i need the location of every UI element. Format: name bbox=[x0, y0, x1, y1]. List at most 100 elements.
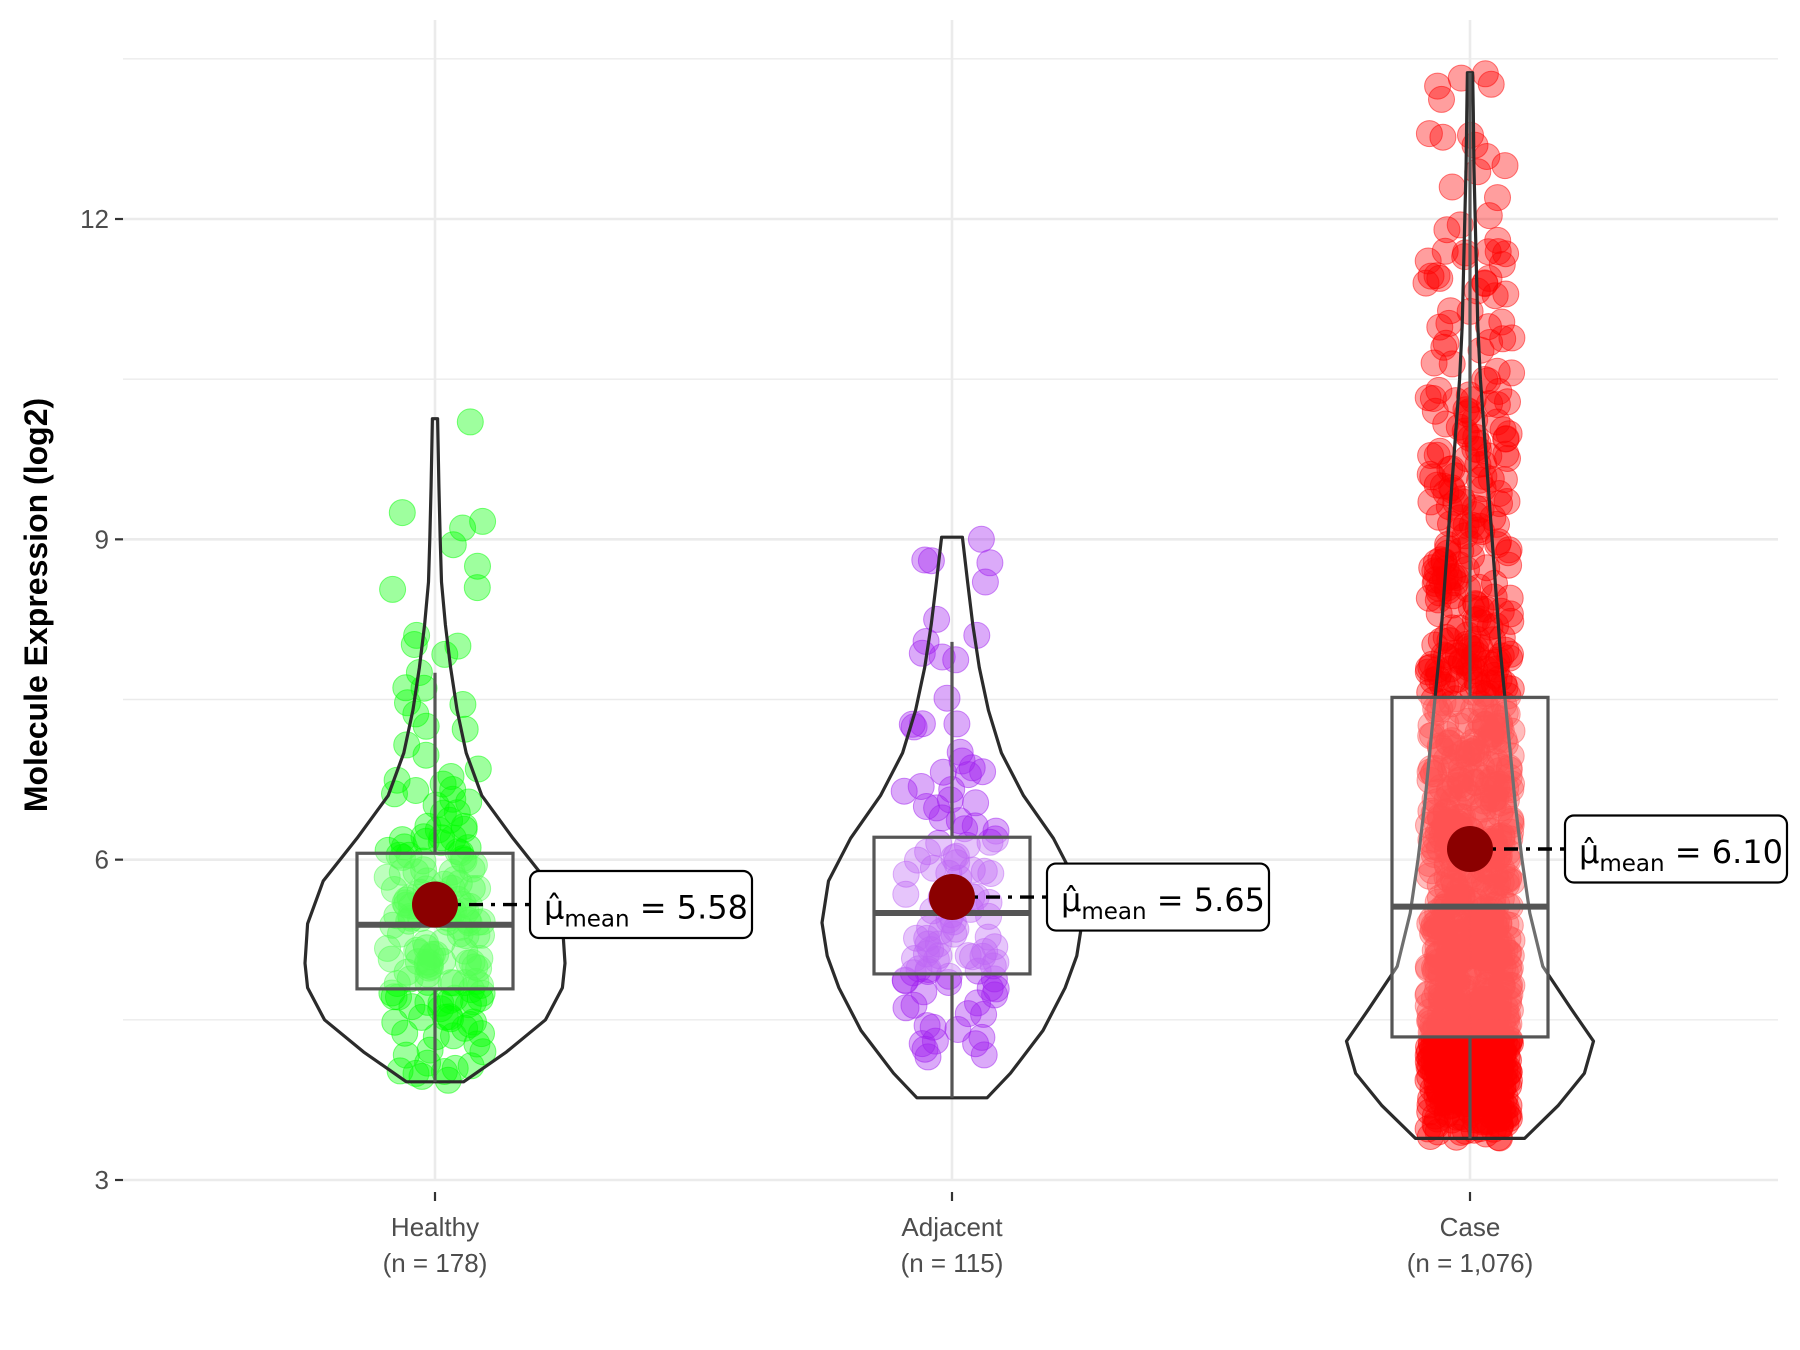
data-point bbox=[953, 831, 981, 859]
data-point bbox=[451, 715, 479, 743]
x-tick-count: (n = 1,076) bbox=[1407, 1248, 1533, 1278]
mean-subscript: mean bbox=[564, 907, 629, 933]
data-point bbox=[392, 1041, 420, 1069]
data-point bbox=[444, 632, 472, 660]
data-point bbox=[914, 956, 942, 983]
data-point bbox=[1491, 152, 1519, 180]
mean-value: = 5.65 bbox=[1147, 881, 1265, 919]
data-point bbox=[443, 799, 471, 827]
data-point bbox=[1426, 313, 1454, 341]
mean-label: μ̂mean = 5.65 bbox=[1045, 862, 1271, 932]
data-point bbox=[919, 1013, 947, 1041]
data-point bbox=[942, 646, 970, 674]
data-point bbox=[1476, 329, 1504, 356]
data-point bbox=[1495, 536, 1523, 564]
data-point bbox=[1467, 595, 1495, 623]
data-point bbox=[890, 777, 918, 805]
data-point bbox=[392, 674, 420, 702]
data-point bbox=[1483, 1080, 1510, 1108]
data-point bbox=[923, 605, 951, 633]
data-point bbox=[971, 568, 999, 596]
data-point bbox=[977, 860, 1005, 887]
data-point bbox=[1429, 123, 1457, 151]
data-point bbox=[1492, 425, 1520, 453]
data-point bbox=[1438, 173, 1466, 201]
data-point bbox=[412, 712, 440, 740]
data-point bbox=[892, 860, 920, 888]
data-point bbox=[412, 929, 440, 957]
data-point bbox=[381, 780, 408, 808]
data-point bbox=[919, 854, 947, 882]
y-tick-label: 6 bbox=[95, 845, 109, 875]
mean-value: = 6.10 bbox=[1665, 833, 1783, 871]
x-tick-label: Healthy bbox=[391, 1212, 479, 1242]
data-point bbox=[468, 979, 496, 1007]
data-point bbox=[954, 1000, 982, 1028]
axes: 3 6 9 12 Healthy (n = 178) Adjacent (n = 115) Ca… bbox=[80, 204, 1533, 1278]
data-point bbox=[970, 1041, 998, 1069]
data-point bbox=[981, 825, 1009, 853]
data-point bbox=[449, 514, 477, 542]
data-point bbox=[1426, 437, 1454, 465]
data-point bbox=[914, 1043, 942, 1071]
data-point bbox=[1412, 269, 1440, 297]
data-point bbox=[463, 574, 491, 602]
data-point bbox=[1417, 488, 1445, 516]
data-point bbox=[921, 1027, 949, 1055]
data-point bbox=[1492, 240, 1520, 268]
mean-dot bbox=[929, 874, 975, 921]
data-point bbox=[901, 945, 928, 972]
data-point bbox=[373, 863, 401, 891]
y-axis-title: Molecule Expression (log2) bbox=[18, 398, 54, 812]
data-point bbox=[456, 408, 484, 436]
data-point bbox=[458, 948, 486, 976]
data-point bbox=[933, 684, 961, 712]
data-point bbox=[454, 991, 482, 1019]
data-point bbox=[1483, 391, 1511, 419]
data-point bbox=[468, 1020, 495, 1048]
data-point bbox=[469, 507, 497, 535]
data-point bbox=[437, 763, 465, 790]
data-point bbox=[1488, 308, 1516, 336]
data-point bbox=[391, 1019, 419, 1047]
data-point bbox=[969, 942, 997, 970]
data-point bbox=[964, 957, 992, 985]
data-point bbox=[912, 793, 940, 820]
data-point bbox=[413, 951, 441, 979]
data-point bbox=[410, 823, 438, 851]
x-tick-label: Adjacent bbox=[901, 1212, 1003, 1242]
data-point bbox=[427, 995, 455, 1023]
mean-subscript: mean bbox=[1599, 851, 1664, 877]
data-point bbox=[948, 747, 976, 775]
data-point bbox=[943, 710, 971, 738]
data-point bbox=[907, 773, 935, 800]
data-point bbox=[1417, 1045, 1445, 1072]
data-point bbox=[466, 944, 494, 972]
mean-label: μ̂mean = 5.58 bbox=[528, 869, 754, 940]
mean-dot bbox=[412, 881, 458, 928]
data-point bbox=[456, 1011, 484, 1038]
mu-hat-symbol: μ̂ bbox=[1579, 833, 1599, 871]
data-point bbox=[422, 940, 450, 968]
data-point bbox=[439, 824, 467, 852]
y-tick-label: 9 bbox=[95, 524, 109, 554]
data-point bbox=[374, 836, 402, 864]
data-point bbox=[1428, 85, 1455, 113]
data-point bbox=[1484, 184, 1511, 212]
data-point bbox=[959, 943, 986, 971]
data-point bbox=[1414, 658, 1442, 686]
data-point bbox=[1418, 650, 1446, 678]
data-point bbox=[1493, 488, 1521, 515]
data-point bbox=[464, 552, 491, 580]
data-point bbox=[1481, 282, 1509, 310]
y-tick-label: 12 bbox=[80, 204, 109, 234]
mu-hat-symbol: μ̂ bbox=[544, 889, 564, 927]
data-point bbox=[1484, 226, 1512, 254]
data-point bbox=[967, 525, 995, 553]
mean-markers: μ̂mean = 5.58 μ̂mean = 5.65μ̂mean = 6.10 bbox=[412, 814, 1789, 940]
data-point bbox=[458, 855, 486, 883]
data-point bbox=[904, 846, 931, 874]
data-point bbox=[1496, 600, 1524, 628]
data-point bbox=[892, 880, 920, 908]
